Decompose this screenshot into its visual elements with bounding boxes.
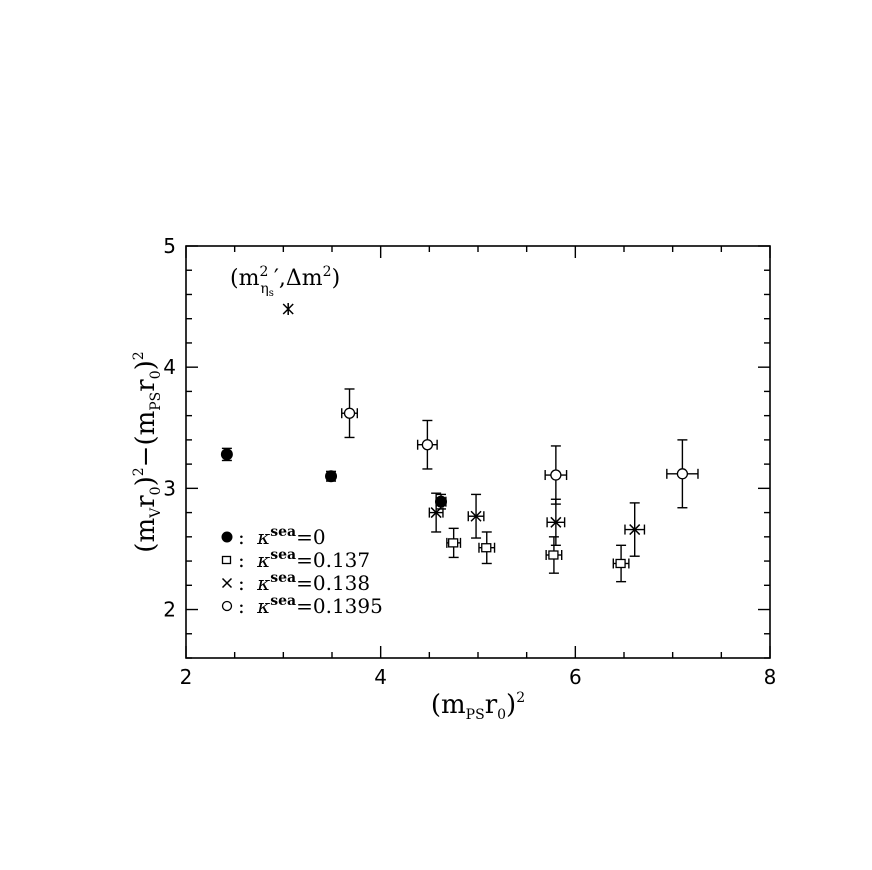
data-point (325, 470, 338, 483)
marker-cross (629, 524, 641, 536)
series-filled-circle (220, 447, 448, 510)
legend: : κsea=0: κsea=0.137: κsea=0.138: κsea=0… (221, 524, 383, 618)
data-point (546, 498, 566, 547)
marker-open-circle (550, 469, 562, 481)
data-point (545, 536, 563, 574)
marker-cross (470, 510, 482, 522)
y-axis-label: (mVr0)2−(mPSr0)2 (131, 351, 164, 552)
marker-open-circle (343, 407, 356, 419)
marker-cross (550, 516, 562, 528)
axis-ticks (185, 245, 771, 659)
x-tick-label: 4 (374, 665, 387, 689)
annotation-asterisk-marker (282, 303, 294, 316)
y-tick-label: 5 (163, 234, 176, 258)
marker-open-square (221, 555, 232, 565)
legend-label: : κsea=0.1395 (238, 593, 383, 618)
data-point (612, 544, 630, 583)
series-open-circle (341, 388, 699, 509)
x-axis-label: (mPSr0)2 (431, 690, 525, 723)
data-point (478, 531, 496, 565)
legend-label: : κsea=0.138 (238, 570, 370, 595)
marker-filled-circle (325, 470, 338, 483)
data-point (544, 445, 568, 505)
marker-asterisk (282, 303, 294, 316)
marker-open-circle (676, 468, 689, 480)
series-cross (428, 492, 646, 557)
marker-open-circle (221, 600, 233, 612)
x-tick-label: 8 (764, 665, 777, 689)
marker-cross (221, 577, 233, 589)
data-point (624, 502, 646, 557)
x-tick-labels: 2 4 6 8 (180, 665, 777, 689)
annotation-label: (m2 ηs′,Δm2) (230, 264, 340, 299)
data-point (467, 493, 485, 539)
data-point (435, 493, 448, 510)
legend-item: : κsea=0.1395 (221, 593, 383, 618)
marker-filled-circle (220, 448, 233, 461)
marker-filled-circle (435, 495, 448, 508)
x-tick-label: 2 (180, 665, 193, 689)
legend-label: : κsea=0.137 (238, 547, 370, 572)
legend-item: : κsea=0.137 (221, 547, 370, 572)
y-tick-label: 4 (163, 355, 176, 379)
x-tick-label: 6 (569, 665, 582, 689)
y-tick-label: 2 (163, 598, 176, 622)
marker-cross (430, 507, 442, 519)
marker-open-square (615, 558, 626, 569)
data-point (416, 419, 438, 470)
data-point (220, 447, 233, 462)
legend-label: : κsea=0 (238, 524, 326, 549)
data-point (341, 388, 359, 439)
data-point (446, 527, 462, 559)
marker-open-circle (421, 439, 434, 451)
marker-open-square (548, 550, 559, 560)
legend-item: : κsea=0 (221, 524, 326, 549)
marker-open-square (481, 543, 492, 553)
marker-open-square (448, 538, 459, 548)
data-point (666, 439, 699, 509)
marker-filled-circle (221, 531, 233, 543)
legend-item: : κsea=0.138 (221, 570, 370, 595)
y-tick-label: 3 (163, 476, 176, 500)
data-points (220, 388, 699, 583)
y-tick-labels: 2 3 4 5 (163, 234, 176, 622)
series-open-square (446, 527, 630, 583)
data-point (428, 492, 444, 533)
